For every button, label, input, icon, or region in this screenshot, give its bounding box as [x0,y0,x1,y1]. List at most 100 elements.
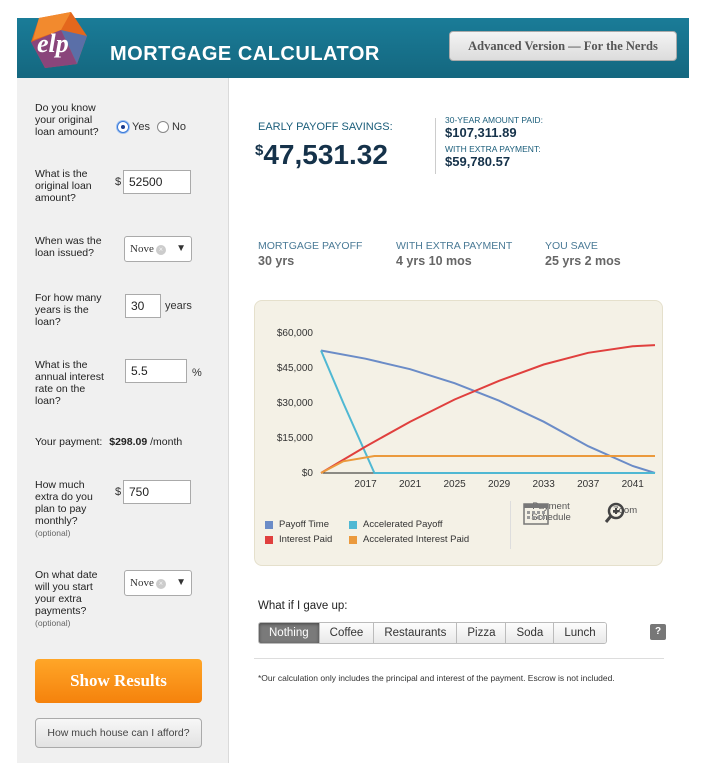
extra-prefix: $ [115,486,122,498]
zoom-icon [604,502,625,523]
savings-value: $47,531.32 [255,139,388,171]
footnote: *Our calculation only includes the princ… [258,673,615,683]
payment-unit: /month [150,436,183,448]
years-suffix: years [165,300,192,312]
payoff-value: 30 yrs [258,254,295,268]
advanced-version-button[interactable]: Advanced Version — For the Nerds [449,31,677,61]
zoom-label: Zoom [612,505,638,516]
header-bar: elp MORTGAGE CALCULATOR Advanced Version… [17,12,689,78]
you-save-label: YOU SAVE [545,240,598,252]
y-tick-label: $45,000 [277,363,314,374]
series-line-payoff-time [320,349,656,474]
input-sidebar: Do you know your original loan amount? Y… [17,78,229,763]
dropdown-arrow-icon[interactable]: ▼ [176,577,186,588]
tab-lunch[interactable]: Lunch [554,623,606,643]
legend-payoff-time: Payoff Time [265,519,329,530]
issued-date-value: Nove [130,243,154,255]
with-extra-label: WITH EXTRA PAYMENT [396,240,513,252]
series-line-accelerated-interest-paid [320,455,655,474]
x-tick-label: 2033 [533,479,556,490]
tab-restaurants[interactable]: Restaurants [374,623,458,643]
show-results-button[interactable]: Show Results [35,659,202,703]
dropdown-arrow-icon[interactable]: ▼ [176,243,186,254]
y-tick-label: $0 [302,468,314,479]
payment-label: Your payment: [35,436,103,448]
loan-amount-question: What is the original loan amount? [35,168,92,204]
legend-swatch [265,520,273,529]
interest-rate-input[interactable]: 5.5 [125,359,187,383]
radio-no-label[interactable]: No [171,121,187,133]
x-tick-label: 2037 [577,479,600,490]
radio-no[interactable] [156,121,169,133]
radio-yes[interactable] [117,121,129,133]
clear-icon[interactable]: × [155,579,166,589]
x-tick-label: 2017 [354,479,377,490]
series-line-interest-paid [320,344,656,474]
interest-rate-question: What is the annual interest rate on the … [35,359,104,407]
payment-value: $298.09 [109,436,148,448]
tab-nothing[interactable]: Nothing [259,623,320,643]
radio-yes-label[interactable]: Yes [132,121,150,133]
tab-soda[interactable]: Soda [506,623,555,643]
gave-up-label: What if I gave up: [258,600,348,612]
legend-swatch [349,520,357,529]
rate-suffix: % [192,367,202,379]
x-tick-label: 2021 [399,479,422,490]
payoff-label: MORTGAGE PAYOFF [258,240,363,252]
extra-payment-total-value: $59,780.57 [445,154,511,169]
footnote-divider [254,658,664,659]
legend-label: Accelerated Interest Paid [363,534,470,545]
payment-schedule-button[interactable]: Payment Schedule [523,501,579,525]
zoom-button[interactable]: Zoom [603,501,647,523]
loan-years-question: For how many years is the loan? [35,292,102,328]
afford-house-button[interactable]: How much house can I afford? [35,718,202,748]
start-date-value: Nove [130,577,154,589]
legend-interest-paid: Interest Paid [265,534,332,545]
series-line-accelerated-payoff [320,350,655,474]
loan-amount-input[interactable]: 52500 [123,170,191,194]
y-tick-label: $30,000 [277,398,314,409]
extra-optional-note: (optional) [35,528,71,538]
payoff-chart-panel: $0 $15,000 $30,000 $45,000 $60,000 2017 2021 20… [254,300,663,566]
x-tick-label: 2041 [622,479,645,490]
legend-accelerated-interest: Accelerated Interest Paid [349,534,469,545]
savings-label: EARLY PAYOFF SAVINGS: [258,121,393,133]
thirty-year-label: 30-YEAR AMOUNT PAID: [445,115,543,125]
clear-icon[interactable]: × [155,245,166,255]
help-button[interactable]: ? [650,624,666,640]
legend-swatch [349,535,357,544]
logo-text: elp [37,29,69,58]
start-optional-note: (optional) [35,618,71,628]
you-save-value: 25 yrs 2 mos [545,254,621,268]
start-date-select[interactable]: Nove × ▼ [124,570,192,596]
issued-date-select[interactable]: Nove × ▼ [124,236,192,262]
start-date-question: On what date will you start your extra p… [35,569,105,629]
y-tick-label: $60,000 [277,328,314,339]
savings-amount: 47,531.32 [263,139,388,170]
extra-payment-total-label: WITH EXTRA PAYMENT: [445,144,541,154]
gave-up-tabs: Nothing Coffee Restaurants Pizza Soda Lu… [258,622,607,644]
loan-years-input[interactable]: 30 [125,294,161,318]
elp-logo[interactable]: elp [27,10,89,72]
x-tick-label: 2025 [443,479,466,490]
extra-payment-question-text: How much extra do you plan to pay monthl… [35,479,93,527]
calendar-icon [523,503,549,525]
tab-coffee[interactable]: Coffee [319,623,375,643]
legend-accelerated-payoff: Accelerated Payoff [349,519,443,530]
y-tick-label: $15,000 [277,433,314,444]
extra-payment-question: How much extra do you plan to pay monthl… [35,479,105,539]
payment-summary: Your payment: $298.09 /month [35,436,182,448]
summary-divider [435,118,436,174]
amount-prefix: $ [115,176,122,188]
legend-label: Accelerated Payoff [363,519,443,530]
tab-pizza[interactable]: Pizza [457,623,507,643]
known-amount-question: Do you know your original loan amount? [35,102,99,138]
extra-payment-input[interactable]: 750 [123,480,191,504]
thirty-year-value: $107,311.89 [445,125,517,140]
app-title: MORTGAGE CALCULATOR [110,43,380,65]
legend-label: Payoff Time [279,519,329,530]
results-panel: EARLY PAYOFF SAVINGS: $47,531.32 30-YEAR… [230,78,689,763]
with-extra-value: 4 yrs 10 mos [396,254,472,268]
x-tick-label: 2029 [488,479,511,490]
start-date-question-text: On what date will you start your extra p… [35,569,98,617]
